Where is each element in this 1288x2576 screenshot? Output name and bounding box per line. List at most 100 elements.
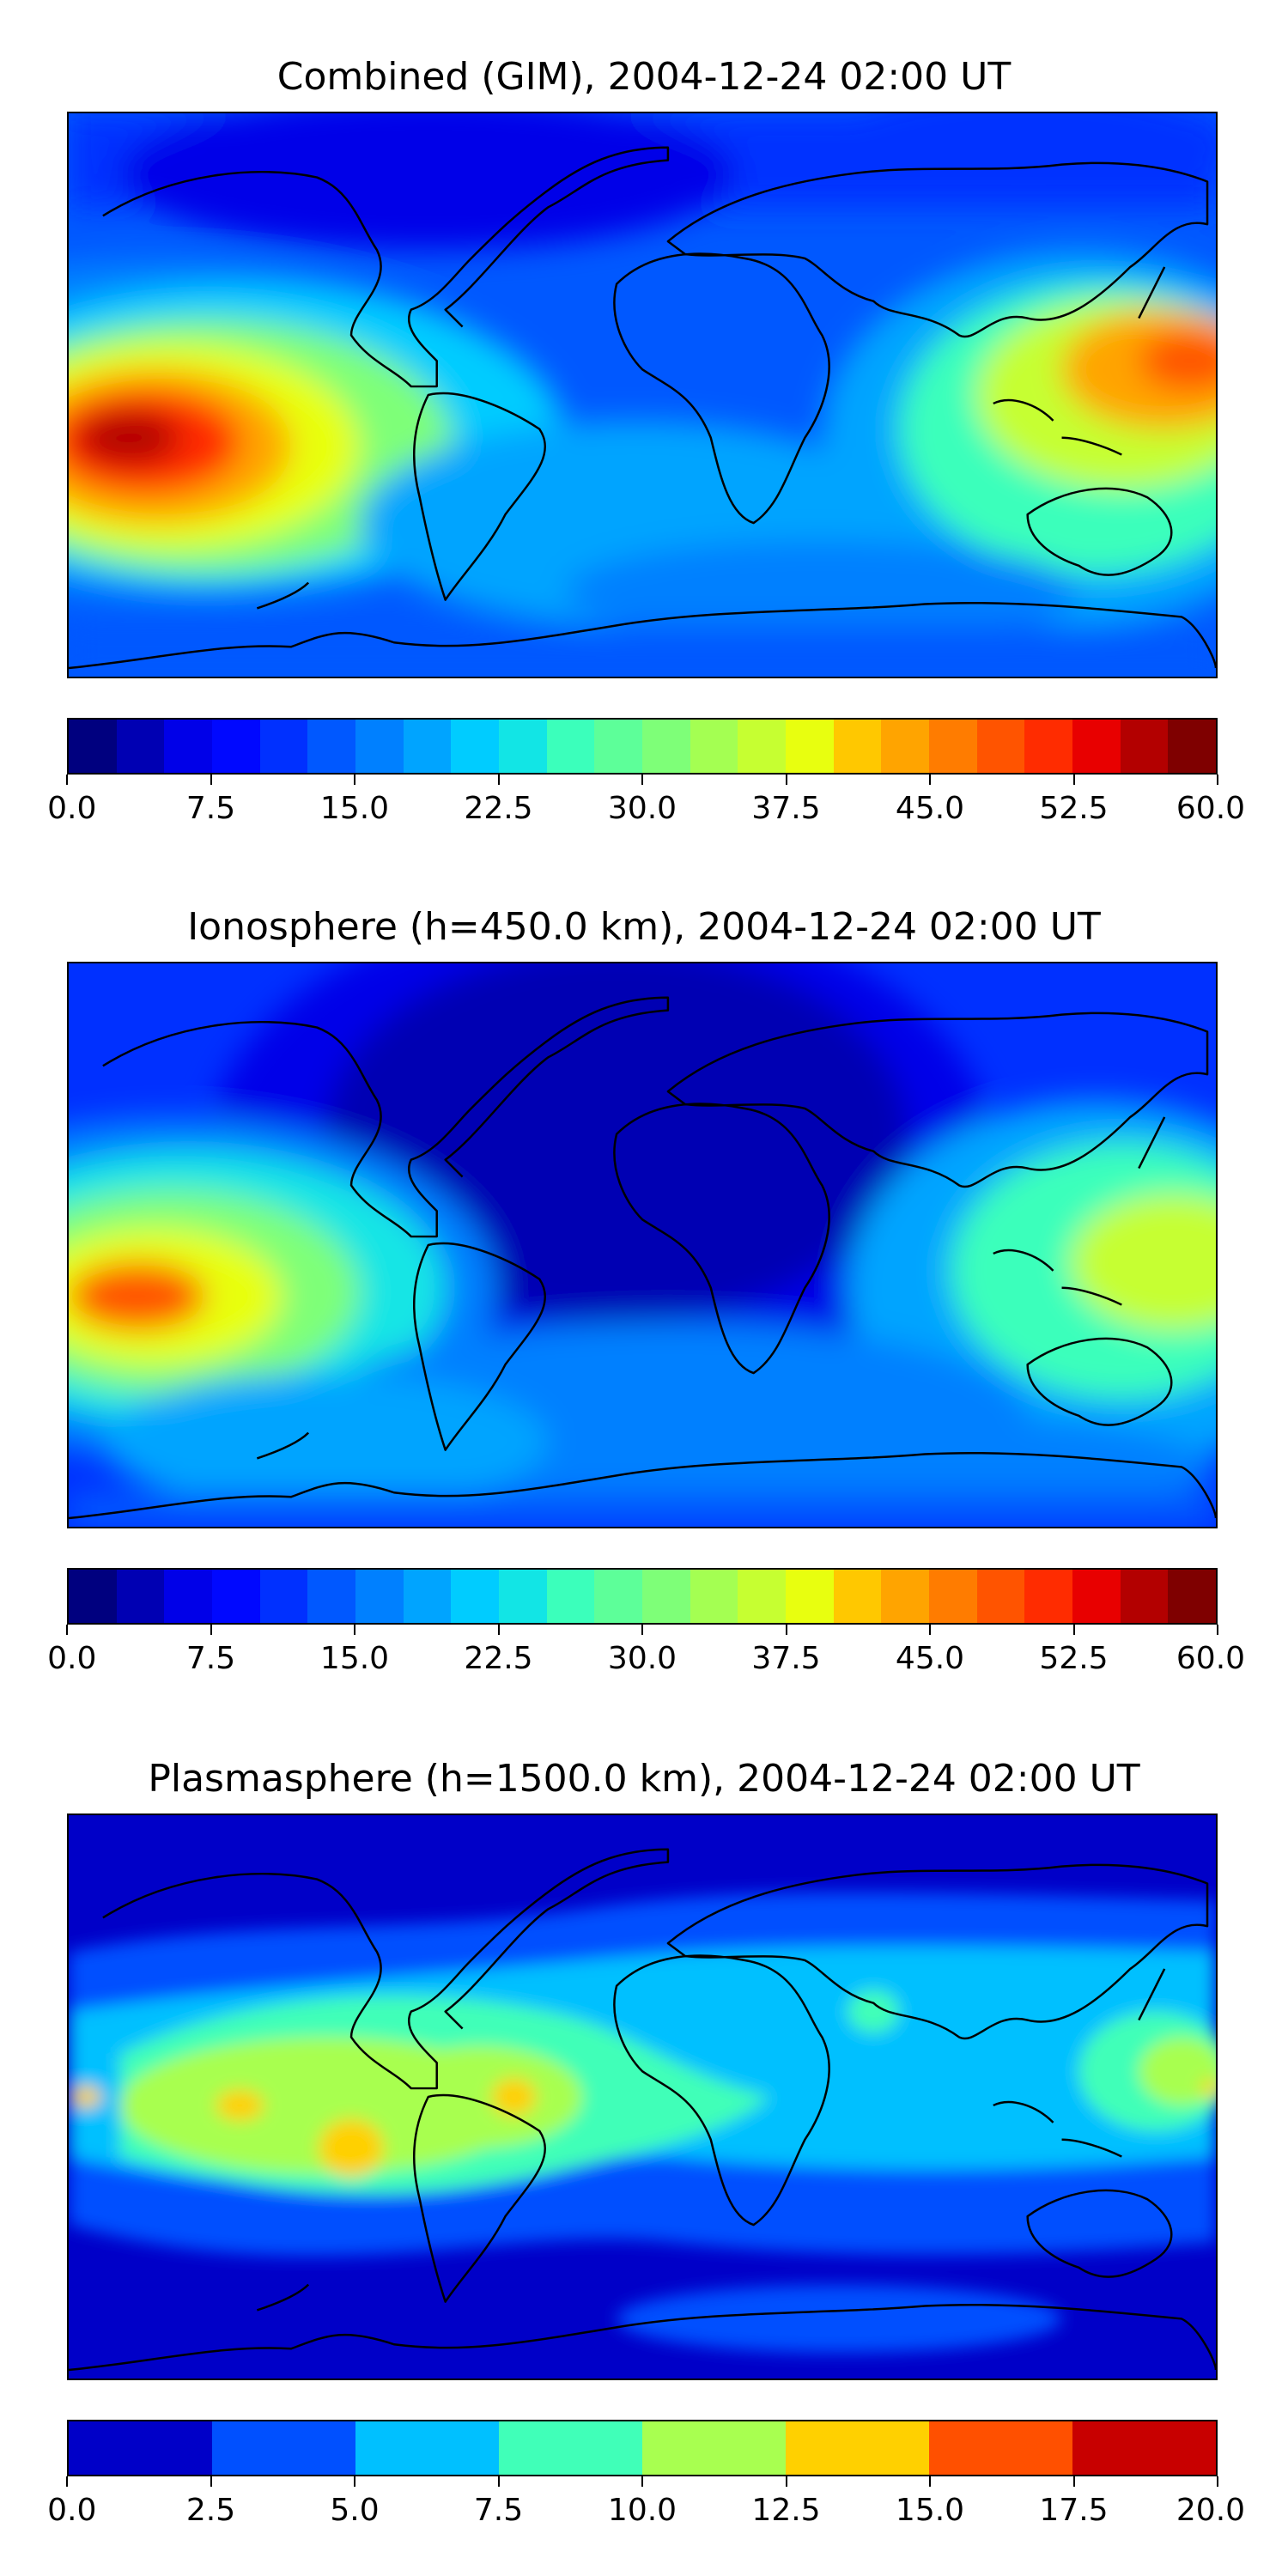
tec-map xyxy=(67,1814,1218,2380)
colorbar-segment xyxy=(69,1570,117,1623)
colorbar-tick xyxy=(497,1625,500,1635)
colorbar-tick xyxy=(929,1625,931,1635)
colorbar xyxy=(67,2420,1218,2476)
colorbar-tick xyxy=(354,775,355,785)
colorbar-tick xyxy=(497,2476,500,2487)
colorbar-segment xyxy=(1168,1570,1217,1623)
colorbar-tick-label: 15.0 xyxy=(319,1641,390,1676)
colorbar-tick-label: 60.0 xyxy=(1176,1641,1246,1676)
colorbar-segment xyxy=(499,1570,547,1623)
colorbar-segment xyxy=(833,720,882,773)
colorbar-tick xyxy=(1072,775,1075,785)
colorbar-segment xyxy=(976,720,1025,773)
colorbar-tick-label: 0.0 xyxy=(47,2493,97,2528)
colorbar-tick-label: 7.5 xyxy=(473,2493,524,2528)
colorbar-ticks: 0.0 2.5 5.0 7.5 10.0 12.5 15.0 17.5 20.0 xyxy=(47,2476,1245,2528)
colorbar-tick xyxy=(641,775,643,785)
colorbar-tick-label: 0.0 xyxy=(47,791,97,826)
panel-ionosphere: Ionosphere (h=450.0 km), 2004-12-24 02:0… xyxy=(0,850,1288,1709)
colorbar-segment xyxy=(164,720,213,773)
colorbar-tick xyxy=(354,1625,355,1635)
colorbar-segment xyxy=(690,1570,738,1623)
colorbar-tick-label: 52.5 xyxy=(1039,1641,1109,1676)
colorbar-tick-label: 37.5 xyxy=(751,1641,821,1676)
colorbar-tick-label: 45.0 xyxy=(895,1641,965,1676)
colorbar-segment xyxy=(499,720,547,773)
colorbar-segment xyxy=(546,1570,595,1623)
map-title: Plasmasphere (h=1500.0 km), 2004-12-24 0… xyxy=(148,1757,1140,1801)
colorbar-tick xyxy=(1217,1625,1218,1635)
colorbar-segment xyxy=(642,1570,690,1623)
colorbar-segment xyxy=(355,720,404,773)
tec-map xyxy=(67,112,1218,678)
colorbar-segment xyxy=(259,720,308,773)
colorbar-segment xyxy=(690,720,738,773)
tec-map xyxy=(67,962,1218,1528)
colorbar-ticks: 0.0 7.5 15.0 22.5 30.0 37.5 45.0 52.5 60.0 xyxy=(47,775,1245,826)
colorbar-segment xyxy=(164,1570,213,1623)
colorbar-segment xyxy=(212,720,260,773)
colorbar-tick xyxy=(210,2476,212,2487)
colorbar-segment xyxy=(1024,720,1073,773)
map-title: Combined (GIM), 2004-12-24 02:00 UT xyxy=(276,55,1012,99)
colorbar xyxy=(67,1568,1218,1625)
colorbar-tick xyxy=(66,775,68,785)
colorbar-segment xyxy=(451,720,500,773)
colorbar-tick-label: 17.5 xyxy=(1039,2493,1109,2528)
map-title: Ionosphere (h=450.0 km), 2004-12-24 02:0… xyxy=(187,905,1101,949)
colorbar-tick-label: 22.5 xyxy=(464,1641,533,1676)
colorbar-tick xyxy=(210,775,212,785)
colorbar-tick xyxy=(1072,1625,1075,1635)
colorbar-tick xyxy=(1217,775,1218,785)
colorbar-tick-label: 60.0 xyxy=(1176,791,1246,826)
colorbar-tick xyxy=(66,2476,68,2487)
colorbar-segment xyxy=(642,2421,786,2475)
colorbar-tick xyxy=(929,775,931,785)
colorbar-segment xyxy=(259,1570,308,1623)
colorbar-segment xyxy=(1072,2421,1216,2475)
colorbar-segment xyxy=(116,1570,165,1623)
colorbar-segment xyxy=(212,2421,355,2475)
colorbar-tick xyxy=(497,775,500,785)
colorbar-segment xyxy=(355,2421,499,2475)
colorbar-tick-label: 52.5 xyxy=(1039,791,1109,826)
colorbar-tick-label: 2.5 xyxy=(185,2493,236,2528)
colorbar-tick xyxy=(1217,2476,1218,2487)
colorbar-tick xyxy=(641,2476,643,2487)
colorbar-segment xyxy=(307,1570,356,1623)
coastlines xyxy=(69,996,1216,1520)
colorbar-tick xyxy=(641,1625,643,1635)
colorbar-tick-label: 37.5 xyxy=(751,791,821,826)
colorbar-segment xyxy=(786,1570,834,1623)
tec-map-svg xyxy=(69,1815,1216,2379)
colorbar-tick-label: 7.5 xyxy=(185,791,236,826)
colorbar-segment xyxy=(451,1570,500,1623)
colorbar-tick-label: 0.0 xyxy=(47,1641,97,1676)
colorbar xyxy=(67,718,1218,775)
colorbar-tick xyxy=(785,2476,787,2487)
colorbar-tick xyxy=(354,2476,355,2487)
colorbar-tick-label: 45.0 xyxy=(895,791,965,826)
colorbar-segment xyxy=(212,1570,260,1623)
colorbar-tick-label: 15.0 xyxy=(319,791,390,826)
colorbar-tick xyxy=(929,2476,931,2487)
colorbar-tick-label: 5.0 xyxy=(330,2493,380,2528)
colorbar-segment xyxy=(976,1570,1025,1623)
colorbar-tick xyxy=(66,1625,68,1635)
colorbar-segment xyxy=(1072,720,1121,773)
colorbar-segment xyxy=(786,2421,929,2475)
colorbar-tick xyxy=(210,1625,212,1635)
colorbar-segment xyxy=(738,1570,787,1623)
colorbar-tick-label: 20.0 xyxy=(1176,2493,1246,2528)
colorbar-tick xyxy=(785,1625,787,1635)
colorbar-segment xyxy=(403,720,452,773)
colorbar-ticks: 0.0 7.5 15.0 22.5 30.0 37.5 45.0 52.5 60.0 xyxy=(47,1625,1245,1676)
colorbar-segment xyxy=(786,720,834,773)
colorbar-tick-label: 30.0 xyxy=(607,1641,677,1676)
colorbar-segment xyxy=(1072,1570,1121,1623)
panel-plasmasphere: Plasmasphere (h=1500.0 km), 2004-12-24 0… xyxy=(0,1702,1288,2569)
colorbar-segment xyxy=(307,720,356,773)
colorbar-segment xyxy=(403,1570,452,1623)
colorbar-segment xyxy=(594,1570,643,1623)
colorbar-tick xyxy=(1072,2476,1075,2487)
